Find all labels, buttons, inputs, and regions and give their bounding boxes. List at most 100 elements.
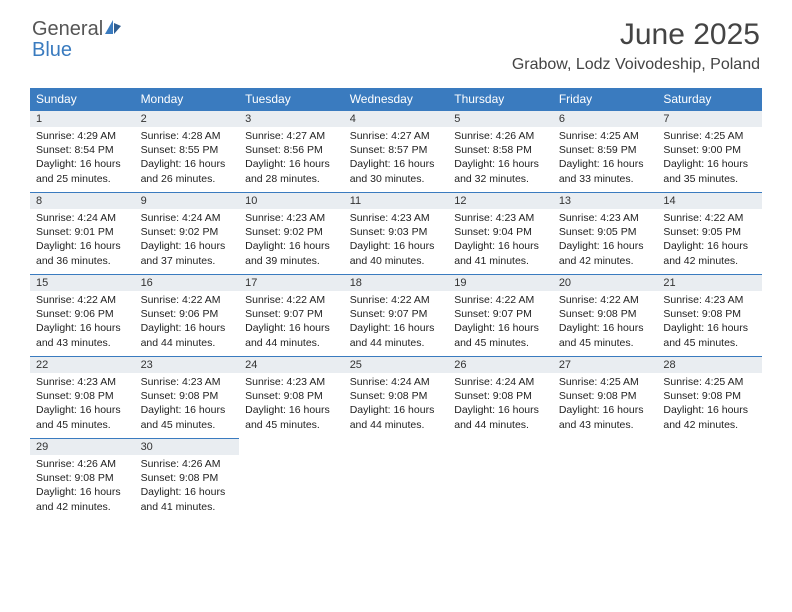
weekday-header: Friday — [553, 88, 658, 110]
day-number: 23 — [135, 356, 240, 373]
calendar-cell: 18Sunrise: 4:22 AMSunset: 9:07 PMDayligh… — [344, 274, 449, 356]
calendar-cell: 12Sunrise: 4:23 AMSunset: 9:04 PMDayligh… — [448, 192, 553, 274]
calendar-cell: 9Sunrise: 4:24 AMSunset: 9:02 PMDaylight… — [135, 192, 240, 274]
calendar-cell: 24Sunrise: 4:23 AMSunset: 9:08 PMDayligh… — [239, 356, 344, 438]
day-body: Sunrise: 4:22 AMSunset: 9:07 PMDaylight:… — [239, 291, 344, 356]
daylight-text-1: Daylight: 16 hours — [559, 157, 652, 171]
logo-text-bottom: Blue — [32, 40, 123, 60]
daylight-text-2: and 43 minutes. — [36, 336, 129, 350]
sunset-text: Sunset: 9:08 PM — [454, 389, 547, 403]
daylight-text-1: Daylight: 16 hours — [36, 157, 129, 171]
day-body: Sunrise: 4:28 AMSunset: 8:55 PMDaylight:… — [135, 127, 240, 192]
daylight-text-2: and 45 minutes. — [663, 336, 756, 350]
sunset-text: Sunset: 9:07 PM — [245, 307, 338, 321]
daylight-text-1: Daylight: 16 hours — [36, 485, 129, 499]
daylight-text-1: Daylight: 16 hours — [141, 321, 234, 335]
daylight-text-2: and 44 minutes. — [350, 336, 443, 350]
sunrise-text: Sunrise: 4:23 AM — [559, 211, 652, 225]
sunset-text: Sunset: 9:08 PM — [350, 389, 443, 403]
calendar-cell: 25Sunrise: 4:24 AMSunset: 9:08 PMDayligh… — [344, 356, 449, 438]
sunrise-text: Sunrise: 4:25 AM — [559, 129, 652, 143]
header: General Blue June 2025 Grabow, Lodz Voiv… — [0, 0, 792, 80]
daylight-text-1: Daylight: 16 hours — [245, 157, 338, 171]
sunrise-text: Sunrise: 4:24 AM — [141, 211, 234, 225]
day-body: Sunrise: 4:23 AMSunset: 9:08 PMDaylight:… — [135, 373, 240, 438]
sunset-text: Sunset: 8:55 PM — [141, 143, 234, 157]
day-body: Sunrise: 4:23 AMSunset: 9:08 PMDaylight:… — [657, 291, 762, 356]
weekday-header: Thursday — [448, 88, 553, 110]
sunset-text: Sunset: 9:08 PM — [141, 471, 234, 485]
daylight-text-2: and 30 minutes. — [350, 172, 443, 186]
daylight-text-1: Daylight: 16 hours — [141, 157, 234, 171]
day-number: 5 — [448, 110, 553, 127]
sunrise-text: Sunrise: 4:23 AM — [454, 211, 547, 225]
logo-sail-icon — [103, 18, 123, 40]
calendar-row: 8Sunrise: 4:24 AMSunset: 9:01 PMDaylight… — [30, 192, 762, 274]
logo-text-top: General — [32, 19, 103, 39]
calendar-table: Sunday Monday Tuesday Wednesday Thursday… — [30, 88, 762, 520]
calendar-cell: .. — [344, 438, 449, 520]
sunset-text: Sunset: 8:54 PM — [36, 143, 129, 157]
sunrise-text: Sunrise: 4:22 AM — [141, 293, 234, 307]
day-body: Sunrise: 4:27 AMSunset: 8:56 PMDaylight:… — [239, 127, 344, 192]
weekday-header: Tuesday — [239, 88, 344, 110]
weekday-header: Wednesday — [344, 88, 449, 110]
sunset-text: Sunset: 9:07 PM — [350, 307, 443, 321]
sunset-text: Sunset: 9:05 PM — [663, 225, 756, 239]
daylight-text-1: Daylight: 16 hours — [245, 321, 338, 335]
sunset-text: Sunset: 9:08 PM — [245, 389, 338, 403]
daylight-text-1: Daylight: 16 hours — [245, 239, 338, 253]
day-body: Sunrise: 4:26 AMSunset: 9:08 PMDaylight:… — [30, 455, 135, 520]
sunrise-text: Sunrise: 4:24 AM — [36, 211, 129, 225]
daylight-text-1: Daylight: 16 hours — [141, 403, 234, 417]
sunrise-text: Sunrise: 4:28 AM — [141, 129, 234, 143]
day-number: 11 — [344, 192, 449, 209]
sunset-text: Sunset: 9:03 PM — [350, 225, 443, 239]
calendar-cell: 26Sunrise: 4:24 AMSunset: 9:08 PMDayligh… — [448, 356, 553, 438]
day-body: Sunrise: 4:22 AMSunset: 9:07 PMDaylight:… — [448, 291, 553, 356]
weekday-header: Sunday — [30, 88, 135, 110]
calendar-cell: 21Sunrise: 4:23 AMSunset: 9:08 PMDayligh… — [657, 274, 762, 356]
daylight-text-1: Daylight: 16 hours — [454, 157, 547, 171]
sunrise-text: Sunrise: 4:22 AM — [454, 293, 547, 307]
calendar-cell: .. — [448, 438, 553, 520]
sunrise-text: Sunrise: 4:22 AM — [559, 293, 652, 307]
daylight-text-2: and 45 minutes. — [245, 418, 338, 432]
day-number: 9 — [135, 192, 240, 209]
sunrise-text: Sunrise: 4:25 AM — [663, 375, 756, 389]
sunset-text: Sunset: 9:08 PM — [36, 389, 129, 403]
day-number: 12 — [448, 192, 553, 209]
daylight-text-2: and 44 minutes. — [454, 418, 547, 432]
sunrise-text: Sunrise: 4:25 AM — [663, 129, 756, 143]
day-body: Sunrise: 4:23 AMSunset: 9:02 PMDaylight:… — [239, 209, 344, 274]
daylight-text-2: and 42 minutes. — [663, 254, 756, 268]
daylight-text-1: Daylight: 16 hours — [559, 403, 652, 417]
sunrise-text: Sunrise: 4:23 AM — [245, 375, 338, 389]
day-body: Sunrise: 4:23 AMSunset: 9:08 PMDaylight:… — [239, 373, 344, 438]
calendar-cell: 2Sunrise: 4:28 AMSunset: 8:55 PMDaylight… — [135, 110, 240, 192]
sunrise-text: Sunrise: 4:27 AM — [350, 129, 443, 143]
sunset-text: Sunset: 9:06 PM — [36, 307, 129, 321]
sunrise-text: Sunrise: 4:24 AM — [454, 375, 547, 389]
daylight-text-1: Daylight: 16 hours — [559, 321, 652, 335]
day-number: 16 — [135, 274, 240, 291]
daylight-text-1: Daylight: 16 hours — [663, 403, 756, 417]
sunset-text: Sunset: 9:07 PM — [454, 307, 547, 321]
day-number: 25 — [344, 356, 449, 373]
calendar-cell: 1Sunrise: 4:29 AMSunset: 8:54 PMDaylight… — [30, 110, 135, 192]
day-number: 21 — [657, 274, 762, 291]
daylight-text-1: Daylight: 16 hours — [454, 321, 547, 335]
daylight-text-2: and 45 minutes. — [36, 418, 129, 432]
day-body: Sunrise: 4:23 AMSunset: 9:05 PMDaylight:… — [553, 209, 658, 274]
calendar-cell: 17Sunrise: 4:22 AMSunset: 9:07 PMDayligh… — [239, 274, 344, 356]
daylight-text-2: and 39 minutes. — [245, 254, 338, 268]
daylight-text-2: and 45 minutes. — [559, 336, 652, 350]
day-number: 14 — [657, 192, 762, 209]
day-number: 20 — [553, 274, 658, 291]
daylight-text-2: and 44 minutes. — [350, 418, 443, 432]
day-number: 24 — [239, 356, 344, 373]
day-body: Sunrise: 4:24 AMSunset: 9:01 PMDaylight:… — [30, 209, 135, 274]
sunrise-text: Sunrise: 4:26 AM — [141, 457, 234, 471]
day-number: 2 — [135, 110, 240, 127]
sunrise-text: Sunrise: 4:22 AM — [245, 293, 338, 307]
